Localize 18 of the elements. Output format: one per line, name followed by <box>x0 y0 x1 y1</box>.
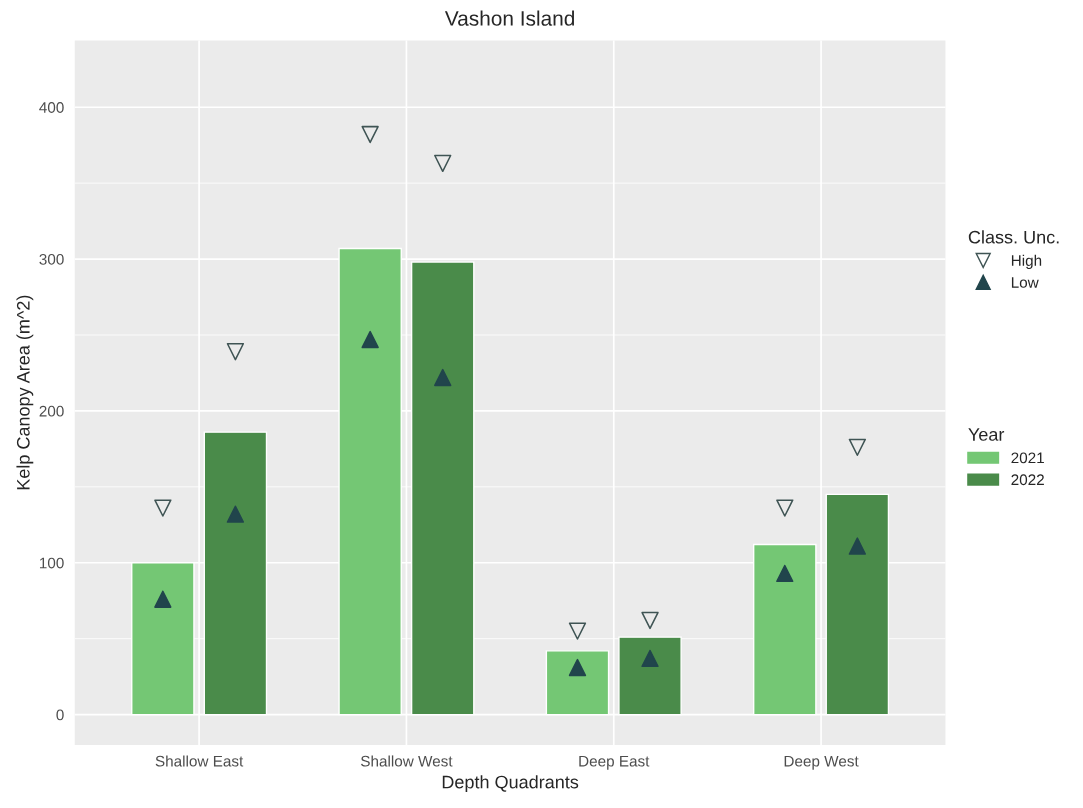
x-tick-label: Shallow East <box>155 755 244 767</box>
legend-label: High <box>1011 254 1042 270</box>
x-tick-label: Shallow West <box>360 755 453 767</box>
x-tick-label: Deep West <box>784 755 859 770</box>
y-axis-title: Kelp Canopy Area (m^2) <box>16 295 34 490</box>
y-tick-label: 0 <box>56 709 64 721</box>
y-tick-label: 100 <box>39 557 64 569</box>
y-tick-label: 400 <box>39 102 64 113</box>
y-tick-label: 300 <box>39 253 64 265</box>
x-tick-label: Deep East <box>579 755 650 770</box>
text: Year <box>968 428 1005 441</box>
legend-label: 2022 <box>1011 474 1044 486</box>
text: Class. Unc. <box>968 230 1059 244</box>
legend-label: Low <box>1011 277 1039 288</box>
legend-label: 2021 <box>1011 452 1044 464</box>
x-axis-title: Depth Quadrants <box>442 775 579 793</box>
chart-title: Vashon Island <box>444 10 575 26</box>
y-tick-label: 200 <box>39 405 64 417</box>
